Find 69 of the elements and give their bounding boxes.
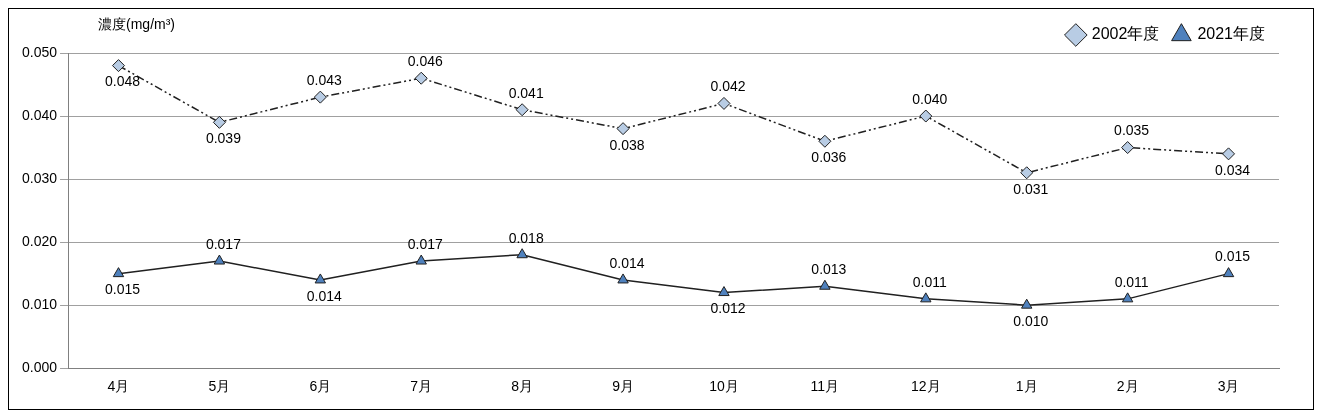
data-label: 0.014 <box>609 254 645 271</box>
point <box>515 103 529 117</box>
point <box>1222 267 1235 278</box>
point <box>617 273 629 284</box>
y-tick-label: 0.050 <box>21 43 58 60</box>
data-label: 0.042 <box>710 78 746 95</box>
point <box>717 96 731 110</box>
x-tick-label: 2月 <box>1116 378 1139 395</box>
point <box>1020 166 1034 180</box>
x-tick-label: 9月 <box>612 378 634 395</box>
legend-label: 2002年度 <box>1091 25 1160 43</box>
data-label: 0.015 <box>1215 248 1251 265</box>
data-label: 0.040 <box>912 90 948 107</box>
data-label: 0.018 <box>508 229 544 246</box>
point <box>213 254 226 265</box>
x-tick-label: 7月 <box>410 378 433 395</box>
data-label: 0.012 <box>710 300 746 317</box>
point <box>616 122 630 136</box>
x-tick-label: 8月 <box>511 378 534 395</box>
point <box>920 292 932 303</box>
data-label: 0.048 <box>104 73 141 90</box>
point <box>415 254 427 265</box>
point <box>1121 292 1134 303</box>
point <box>212 115 226 129</box>
x-tick-label: 4月 <box>107 378 130 395</box>
x-tick-label: 1月 <box>1015 378 1038 395</box>
point <box>414 71 428 85</box>
x-tick-label: 11月 <box>810 378 840 395</box>
data-label: 0.017 <box>205 235 242 252</box>
point <box>919 109 933 123</box>
data-label: 0.041 <box>508 84 544 101</box>
x-tick-label: 3月 <box>1217 378 1240 395</box>
y-tick-label: 0.020 <box>21 232 58 249</box>
data-label: 0.035 <box>1114 122 1150 139</box>
point <box>516 248 528 259</box>
data-label: 0.031 <box>1013 180 1049 197</box>
data-label: 0.015 <box>104 281 141 298</box>
data-label: 0.017 <box>407 235 443 252</box>
data-label: 0.013 <box>811 261 847 278</box>
data-label: 0.010 <box>1013 313 1049 330</box>
point <box>314 273 327 284</box>
point <box>112 267 125 278</box>
point <box>111 59 125 73</box>
point <box>1121 141 1135 155</box>
data-label: 0.039 <box>205 130 242 147</box>
data-label: 0.011 <box>912 273 948 290</box>
y-tick-label: 0.010 <box>21 296 58 313</box>
point <box>818 134 832 148</box>
point <box>1021 298 1033 309</box>
x-tick-label: 12月 <box>911 378 941 395</box>
x-tick-label: 10月 <box>709 378 739 395</box>
data-label: 0.034 <box>1215 161 1251 178</box>
y-tick-label: 0.030 <box>21 169 58 186</box>
data-label: 0.043 <box>306 71 343 88</box>
y-axis-title: 濃度(mg/m³) <box>98 15 176 32</box>
legend-label: 2021年度 <box>1197 25 1265 43</box>
y-tick-label: 0.000 <box>21 359 58 376</box>
x-tick-label: 5月 <box>208 378 231 395</box>
point <box>313 90 327 104</box>
point <box>819 279 831 290</box>
data-label: 0.046 <box>407 53 443 70</box>
data-label: 0.038 <box>609 136 645 153</box>
x-tick-label: 6月 <box>309 378 332 395</box>
data-label: 0.036 <box>811 149 847 166</box>
y-tick-label: 0.040 <box>21 106 58 123</box>
data-label: 0.014 <box>306 287 343 304</box>
data-label: 0.011 <box>1114 273 1149 290</box>
point <box>718 286 730 297</box>
point <box>1222 147 1236 161</box>
